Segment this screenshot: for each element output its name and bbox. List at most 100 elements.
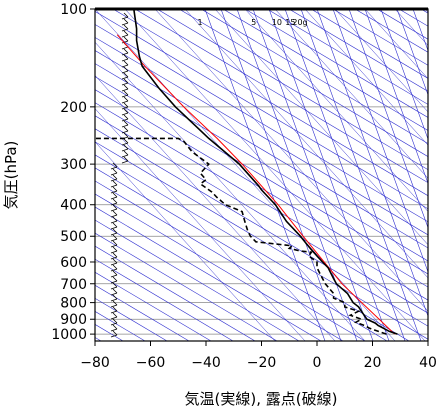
dry-adiabat-line <box>95 128 428 327</box>
dry-adiabat-line <box>95 180 366 341</box>
dry-adiabat-line <box>178 9 428 157</box>
wind-barb-flag <box>123 78 129 84</box>
wind-barb-flag <box>123 108 129 114</box>
wind-barb-column <box>110 12 129 338</box>
moist-adiabat-line <box>184 9 428 279</box>
dry-adiabat-line <box>222 9 428 131</box>
wind-barb-flag <box>112 228 118 234</box>
wind-barb <box>121 148 129 152</box>
wind-barb <box>121 46 129 50</box>
moist-adiabat-line <box>214 9 428 246</box>
wind-barb <box>110 292 118 296</box>
wind-barb <box>121 64 129 68</box>
moist-adiabat-line <box>95 9 396 341</box>
wind-barb <box>121 70 129 74</box>
wind-barb-flag <box>123 36 129 42</box>
wind-barb <box>110 244 118 248</box>
wind-barb <box>110 202 118 206</box>
wind-barb-flag <box>123 12 129 18</box>
wind-barb <box>121 106 129 110</box>
wind-barb <box>121 58 129 62</box>
wind-barb-flag <box>112 192 118 198</box>
mixing-ratio-line <box>332 9 428 273</box>
dry-adiabat-line <box>95 193 344 341</box>
wind-barb-flag <box>112 222 118 228</box>
wind-barb-flag <box>123 30 129 36</box>
wind-barb <box>110 328 118 332</box>
dry-adiabat-line <box>288 9 428 92</box>
x-tick-label: −60 <box>136 355 166 371</box>
mixing-ratio-label: 5 <box>251 18 256 27</box>
wind-barb <box>110 172 118 176</box>
wind-barb <box>110 238 118 242</box>
wind-barb <box>121 76 129 80</box>
wind-barb-flag <box>123 48 129 54</box>
wind-barb-flag <box>123 60 129 66</box>
wind-barb <box>121 142 129 146</box>
dry-adiabat-line <box>95 76 428 275</box>
wind-barb <box>121 16 129 20</box>
mixing-ratio-line <box>252 9 374 341</box>
y-tick-label: 500 <box>60 229 87 245</box>
wind-barb <box>110 268 118 272</box>
wind-barb-flag <box>112 258 118 264</box>
wind-barb <box>121 34 129 38</box>
dry-adiabat-line <box>95 24 428 223</box>
series-layer <box>95 9 398 335</box>
moist-adiabat-line <box>95 41 366 341</box>
x-tick-label: −40 <box>191 355 221 371</box>
wind-barb-flag <box>112 312 118 318</box>
moist-adiabat-line <box>95 75 336 341</box>
moist-adiabat-line <box>244 9 428 212</box>
wind-barb <box>110 316 118 320</box>
y-tick-label: 100 <box>60 2 87 18</box>
moist-adiabat-line <box>154 9 428 312</box>
wind-barb-flag <box>123 114 129 120</box>
dry-adiabat-line <box>95 232 278 341</box>
wind-barb-flag <box>112 330 118 336</box>
mixing-ratio-label: 20g <box>292 18 307 27</box>
dewpoint-line <box>95 137 387 335</box>
mixing-ratio-line <box>380 9 428 140</box>
pressure-gridlines <box>95 8 428 335</box>
wind-barb-flag <box>123 18 129 24</box>
wind-barb-flag <box>112 174 118 180</box>
mixing-ratio-label: 10 <box>272 18 282 27</box>
wind-barb-flag <box>123 96 129 102</box>
dry-adiabat-line <box>244 9 428 118</box>
wind-barb <box>110 166 118 170</box>
dry-adiabat-line <box>95 37 428 236</box>
wind-barb-flag <box>112 324 118 330</box>
mixing-ratio-line <box>268 9 390 341</box>
wind-barb-flag <box>112 186 118 192</box>
wind-barb <box>121 160 129 164</box>
moist-adiabat-line <box>304 9 428 146</box>
wind-barb-flag <box>123 132 129 138</box>
moist-adiabat-line <box>95 141 276 341</box>
wind-barb <box>121 124 129 128</box>
wind-barb-flag <box>112 294 118 300</box>
wind-barb-flag <box>123 72 129 78</box>
y-tick-label: 800 <box>60 296 87 312</box>
wind-barb-flag <box>112 300 118 306</box>
wind-barb-flag <box>112 198 118 204</box>
dry-adiabat-line <box>95 154 410 341</box>
wind-barb <box>121 130 129 134</box>
wind-barb <box>121 154 129 158</box>
wind-barb-flag <box>123 120 129 126</box>
dry-adiabat-line <box>95 219 300 341</box>
y-axis-title: 気圧(hPa) <box>2 141 20 210</box>
wind-barb <box>121 82 129 86</box>
dry-adiabat-line <box>156 9 428 171</box>
wind-barb <box>110 178 118 182</box>
wind-barb <box>121 118 129 122</box>
wind-barb <box>121 22 129 26</box>
wind-barb <box>110 298 118 302</box>
y-tick-label: 400 <box>60 198 87 214</box>
wind-barb <box>110 214 118 218</box>
wind-barb-flag <box>112 162 118 168</box>
wind-barb <box>110 250 118 254</box>
wind-barb <box>110 226 118 230</box>
x-tick-label: −80 <box>80 355 110 371</box>
